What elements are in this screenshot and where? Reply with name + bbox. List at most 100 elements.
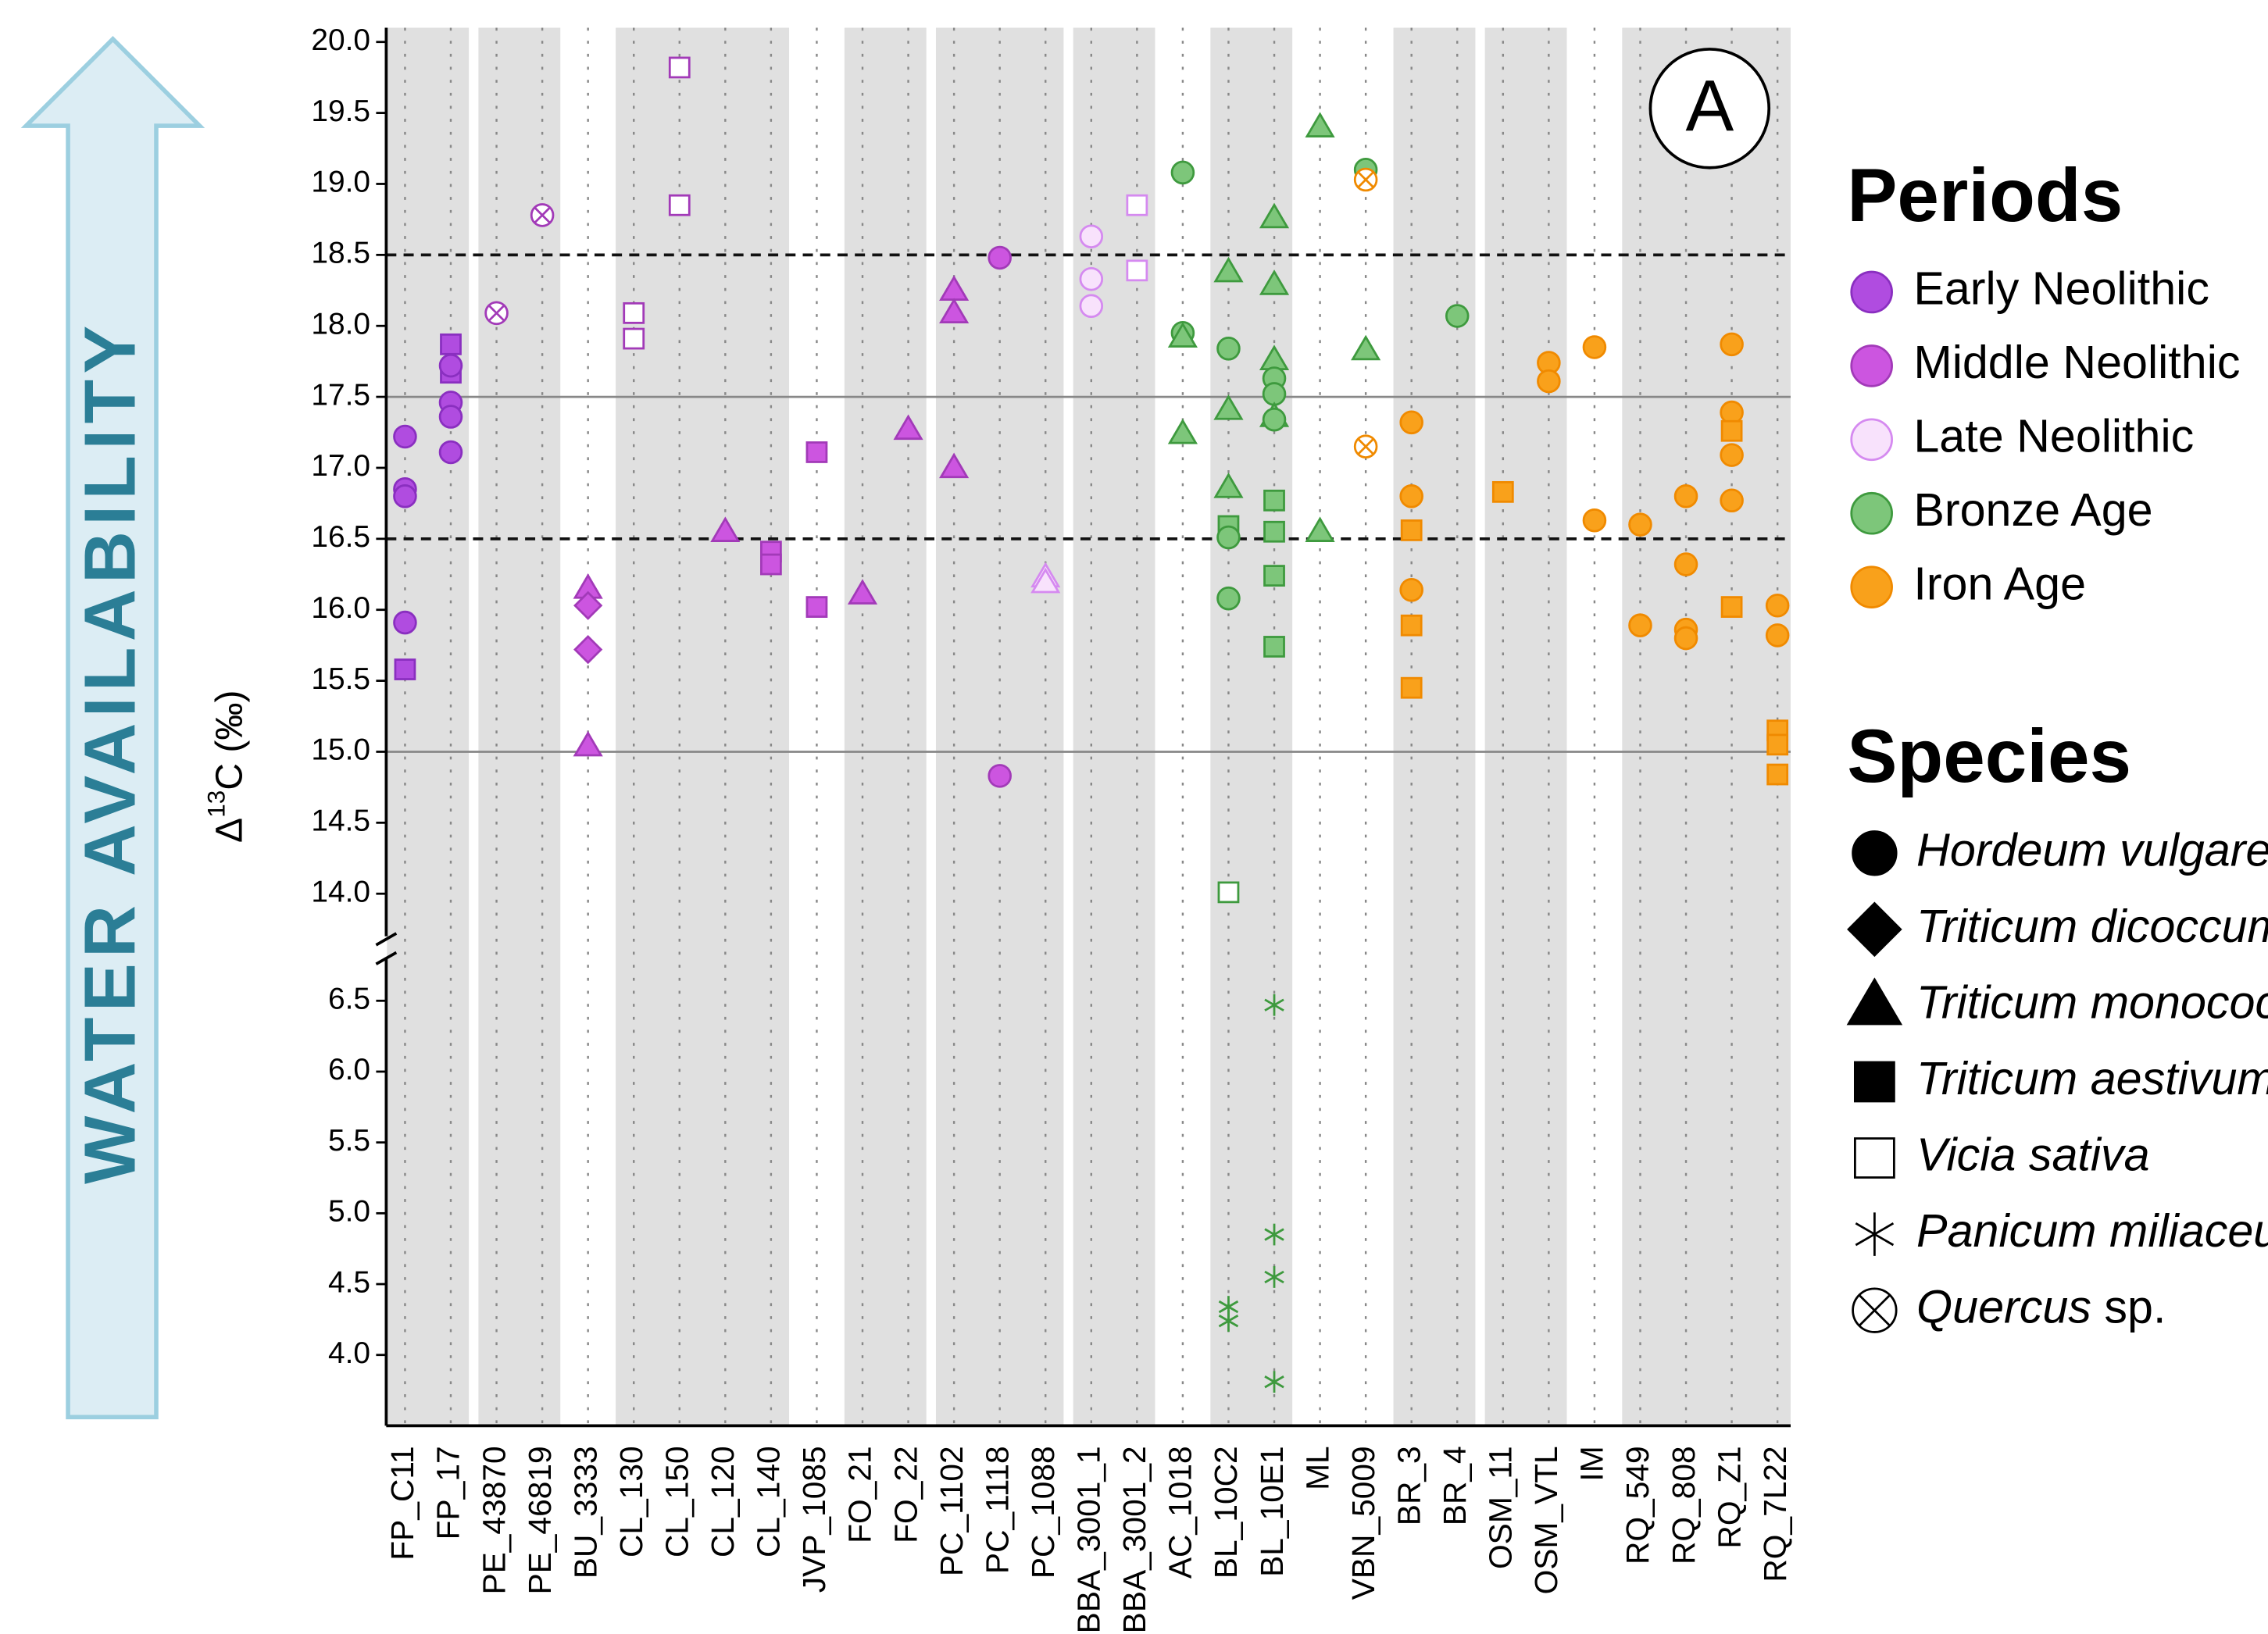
marker xyxy=(438,405,463,429)
species-suffix: sp. xyxy=(2104,1280,2166,1333)
marker-part xyxy=(1079,266,1104,291)
x-tick-label: BR_3 xyxy=(1391,1446,1427,1525)
marker xyxy=(1673,552,1698,576)
site-group-band xyxy=(387,27,470,1426)
marker xyxy=(1213,472,1244,498)
legend-label: Vicia sativa xyxy=(1916,1128,2150,1180)
marker-part xyxy=(1213,472,1244,498)
y-label-part: C (‰) xyxy=(208,690,250,790)
marker xyxy=(440,333,462,355)
legend-title: Periods xyxy=(1847,154,2123,237)
y-tick-label: 19.5 xyxy=(311,95,370,128)
marker-part xyxy=(1263,636,1285,658)
marker xyxy=(1400,519,1423,541)
y-tick-label: 19.0 xyxy=(311,166,370,199)
y-tick-label: 14.5 xyxy=(311,805,370,838)
marker-part xyxy=(1262,407,1287,432)
marker-part xyxy=(1855,1222,1895,1247)
panel-label: A xyxy=(1685,65,1734,146)
marker xyxy=(1216,525,1241,550)
marker-part xyxy=(1850,418,1893,462)
marker xyxy=(1766,763,1789,786)
marker-part xyxy=(805,441,828,463)
marker-part xyxy=(1850,270,1893,314)
x-tick-label: BR_4 xyxy=(1437,1446,1473,1525)
marker xyxy=(1263,565,1285,587)
marker-part xyxy=(1259,269,1290,295)
marker-part xyxy=(1850,565,1893,608)
marker-part xyxy=(1858,1294,1891,1327)
marker-part xyxy=(1852,830,1898,876)
axis-break xyxy=(375,932,398,947)
legend-label: Middle Neolithic xyxy=(1913,336,2240,388)
marker xyxy=(1305,112,1335,137)
marker xyxy=(1850,565,1893,608)
marker-part xyxy=(1673,552,1698,576)
marker-part xyxy=(1263,520,1285,543)
water-arrow xyxy=(20,36,205,1420)
marker xyxy=(1264,1371,1284,1393)
marker xyxy=(1264,1266,1284,1288)
marker-part xyxy=(1264,1270,1284,1284)
marker-part xyxy=(1079,294,1104,319)
x-tick-label: IM xyxy=(1574,1446,1610,1481)
marker xyxy=(710,516,741,542)
x-tick-label: FO_22 xyxy=(888,1446,923,1543)
x-tick-label: PC_1088 xyxy=(1025,1446,1061,1579)
marker-part xyxy=(1445,304,1470,328)
marker xyxy=(1259,269,1290,295)
x-tick-label: OSM_VTL xyxy=(1528,1446,1564,1594)
legend-label: Triticum monococcum xyxy=(1916,976,2268,1028)
marker-part xyxy=(1765,623,1790,648)
plot: FP_C11 FP_17 PE_43870 PE_46819 BU_3333 CL_130… xyxy=(311,23,2268,1633)
y-label-part: Δ xyxy=(208,818,250,843)
marker-part xyxy=(1720,443,1744,467)
marker-part xyxy=(573,634,603,665)
site-group-band xyxy=(478,27,561,1426)
marker-part xyxy=(988,764,1012,788)
species-name: Triticum aestivum xyxy=(1916,1052,2268,1104)
marker xyxy=(1213,256,1244,283)
marker-part xyxy=(1167,418,1198,444)
panel-circle xyxy=(1648,48,1771,169)
x-tick-label: CL_130 xyxy=(613,1446,649,1557)
marker xyxy=(1399,410,1423,435)
marker-part xyxy=(1720,419,1743,442)
marker xyxy=(1720,419,1743,442)
marker-part xyxy=(1126,259,1148,282)
marker xyxy=(1400,614,1423,637)
marker-part xyxy=(1216,586,1241,611)
marker xyxy=(1351,334,1381,361)
marker-part xyxy=(1079,224,1104,248)
marker xyxy=(1264,1223,1284,1246)
marker xyxy=(1765,623,1790,648)
marker xyxy=(668,194,691,216)
legend-label: Bronze Age xyxy=(1913,483,2152,536)
marker xyxy=(573,590,603,620)
marker xyxy=(1853,1137,1895,1179)
marker-part xyxy=(1357,438,1374,455)
marker xyxy=(484,301,509,326)
marker xyxy=(623,301,645,324)
site-group-band xyxy=(1393,27,1476,1426)
marker xyxy=(805,596,828,618)
marker xyxy=(573,730,603,757)
species-name: Quercus xyxy=(1916,1280,2091,1333)
marker xyxy=(805,441,828,463)
y-tick-label: 18.5 xyxy=(311,237,370,270)
y-tick-label: 15.5 xyxy=(311,662,370,696)
x-tick-label: PE_43870 xyxy=(476,1446,512,1594)
marker-part xyxy=(1720,332,1744,357)
marker xyxy=(1766,733,1789,756)
marker-part xyxy=(1850,344,1893,387)
marker-part xyxy=(623,301,645,324)
marker xyxy=(1853,1061,1895,1103)
marker-part xyxy=(393,424,417,449)
marker xyxy=(1262,407,1287,432)
marker xyxy=(393,424,417,449)
marker xyxy=(1720,443,1744,467)
arrow xyxy=(20,36,205,1420)
marker-part xyxy=(1400,519,1423,541)
marker xyxy=(1126,259,1148,282)
y-tick-label: 16.0 xyxy=(311,591,370,625)
